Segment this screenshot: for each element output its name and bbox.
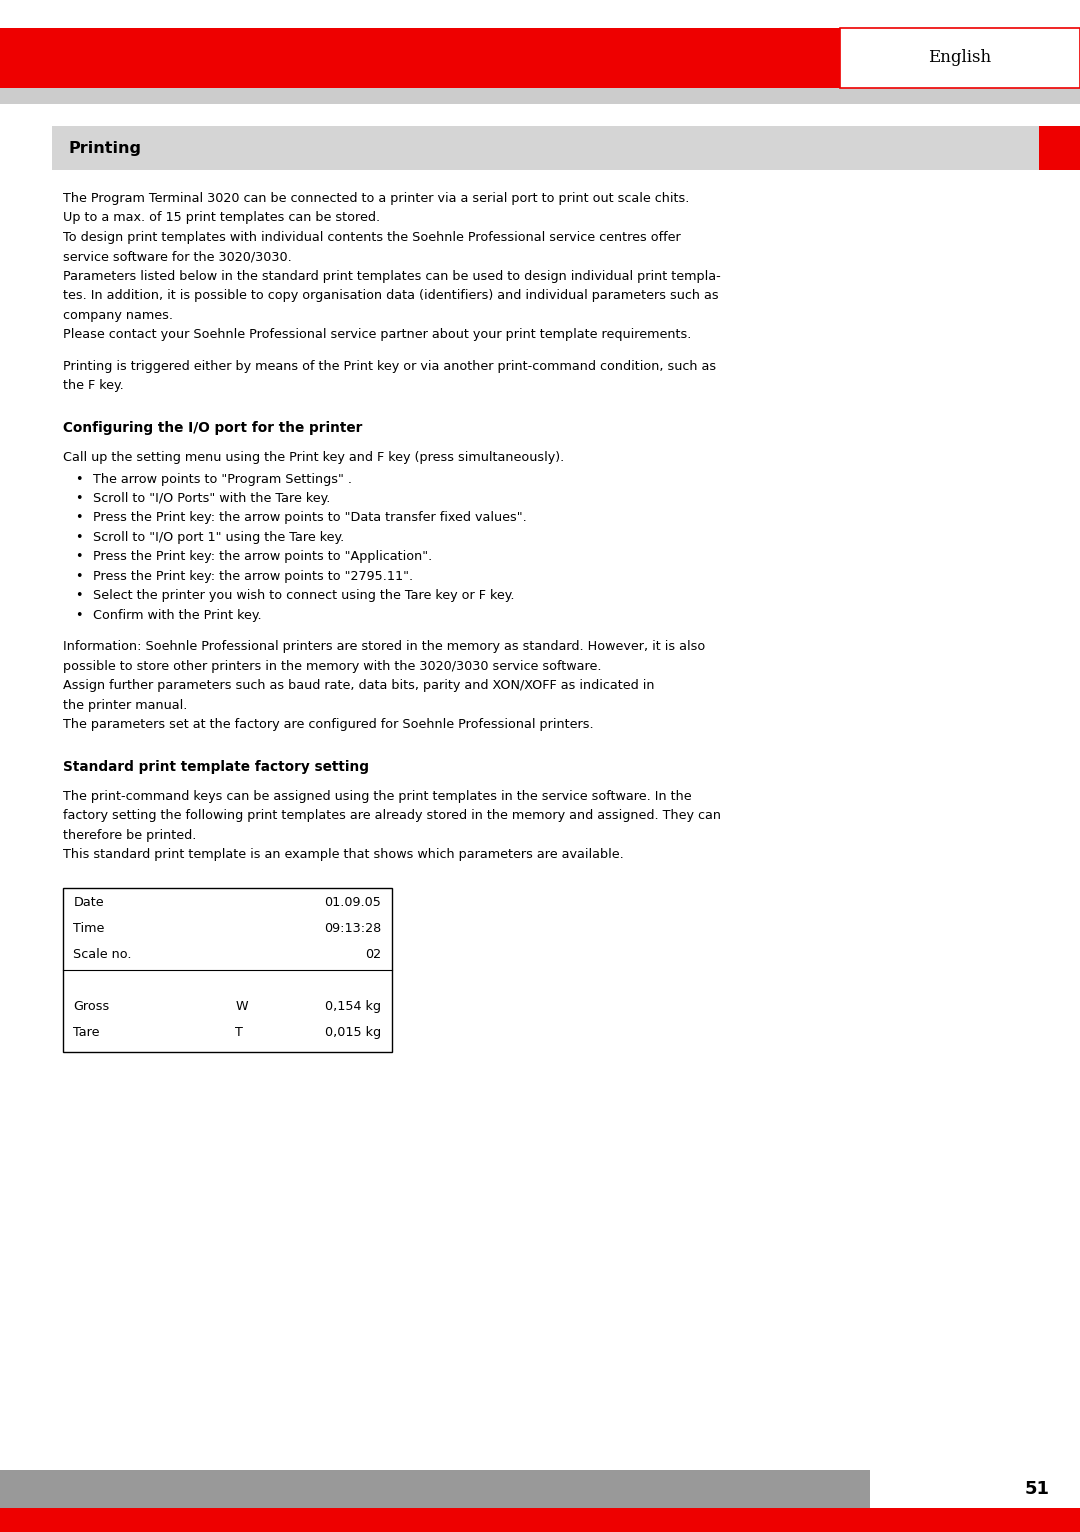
Text: Configuring the I/O port for the printer: Configuring the I/O port for the printer (63, 421, 362, 435)
Text: Please contact your Soehnle Professional service partner about your print templa: Please contact your Soehnle Professional… (63, 328, 691, 342)
Text: Printing is triggered either by means of the Print key or via another print-comm: Printing is triggered either by means of… (63, 360, 716, 372)
Text: Assign further parameters such as baud rate, data bits, parity and XON/XOFF as i: Assign further parameters such as baud r… (63, 680, 654, 692)
Text: Information: Soehnle Professional printers are stored in the memory as standard.: Information: Soehnle Professional printe… (63, 640, 705, 654)
Bar (870, 1471, 1080, 1507)
Text: Call up the setting menu using the Print key and F key (press simultaneously).: Call up the setting menu using the Print… (63, 450, 564, 464)
Bar (52, 126, 1039, 170)
Text: The arrow points to "Program Settings" .: The arrow points to "Program Settings" . (93, 472, 352, 486)
Text: 51: 51 (1024, 1480, 1050, 1498)
Text: Time: Time (73, 922, 105, 935)
Text: This standard print template is an example that shows which parameters are avail: This standard print template is an examp… (63, 849, 623, 861)
Bar (0, 87, 1080, 104)
Text: Tare: Tare (73, 1026, 100, 1039)
Text: English: English (929, 49, 991, 66)
Text: Date: Date (73, 896, 104, 908)
Text: therefore be printed.: therefore be printed. (63, 829, 195, 843)
Text: Select the printer you wish to connect using the Tare key or F key.: Select the printer you wish to connect u… (93, 590, 514, 602)
Bar (0, 1507, 1080, 1532)
Text: •: • (76, 610, 83, 622)
Text: tes. In addition, it is possible to copy organisation data (identifiers) and ind: tes. In addition, it is possible to copy… (63, 290, 718, 302)
Text: Press the Print key: the arrow points to "2795.11".: Press the Print key: the arrow points to… (93, 570, 413, 584)
Text: Gross: Gross (73, 1000, 110, 1013)
Text: The Program Terminal 3020 can be connected to a printer via a serial port to pri: The Program Terminal 3020 can be connect… (63, 192, 689, 205)
Text: The print-command keys can be assigned using the print templates in the service : The print-command keys can be assigned u… (63, 791, 691, 803)
Text: Up to a max. of 15 print templates can be stored.: Up to a max. of 15 print templates can b… (63, 211, 380, 225)
Text: factory setting the following print templates are already stored in the memory a: factory setting the following print temp… (63, 809, 720, 823)
Text: Standard print template factory setting: Standard print template factory setting (63, 760, 368, 774)
Text: 09:13:28: 09:13:28 (324, 922, 381, 935)
Text: •: • (76, 492, 83, 506)
Text: the F key.: the F key. (63, 380, 123, 392)
Bar (0, 1471, 870, 1507)
Text: •: • (76, 512, 83, 524)
Text: •: • (76, 550, 83, 564)
Bar (840, 28, 1080, 87)
Text: 02: 02 (365, 948, 381, 961)
Text: •: • (76, 570, 83, 584)
Text: 0,154 kg: 0,154 kg (325, 1000, 381, 1013)
Text: T: T (235, 1026, 243, 1039)
Text: •: • (76, 590, 83, 602)
Text: the printer manual.: the printer manual. (63, 699, 187, 712)
Text: 0,015 kg: 0,015 kg (325, 1026, 381, 1039)
Text: •: • (76, 532, 83, 544)
Text: To design print templates with individual contents the Soehnle Professional serv: To design print templates with individua… (63, 231, 680, 244)
Text: Confirm with the Print key.: Confirm with the Print key. (93, 610, 261, 622)
Text: W: W (235, 1000, 248, 1013)
Text: Scroll to "I/O Ports" with the Tare key.: Scroll to "I/O Ports" with the Tare key. (93, 492, 330, 506)
Text: Scroll to "I/O port 1" using the Tare key.: Scroll to "I/O port 1" using the Tare ke… (93, 532, 345, 544)
Text: Press the Print key: the arrow points to "Application".: Press the Print key: the arrow points to… (93, 550, 432, 564)
Text: Printing: Printing (68, 141, 141, 156)
Text: possible to store other printers in the memory with the 3020/3030 service softwa: possible to store other printers in the … (63, 660, 602, 673)
Bar (1039, 126, 1080, 170)
Bar (0, 28, 840, 87)
Text: Scale no.: Scale no. (73, 948, 132, 961)
Text: The parameters set at the factory are configured for Soehnle Professional printe: The parameters set at the factory are co… (63, 719, 593, 731)
Text: service software for the 3020/3030.: service software for the 3020/3030. (63, 251, 292, 264)
Text: 01.09.05: 01.09.05 (324, 896, 381, 908)
Text: •: • (76, 472, 83, 486)
Bar (63, 889, 392, 1052)
Text: Press the Print key: the arrow points to "Data transfer fixed values".: Press the Print key: the arrow points to… (93, 512, 527, 524)
Text: company names.: company names. (63, 309, 173, 322)
Text: Parameters listed below in the standard print templates can be used to design in: Parameters listed below in the standard … (63, 270, 720, 283)
